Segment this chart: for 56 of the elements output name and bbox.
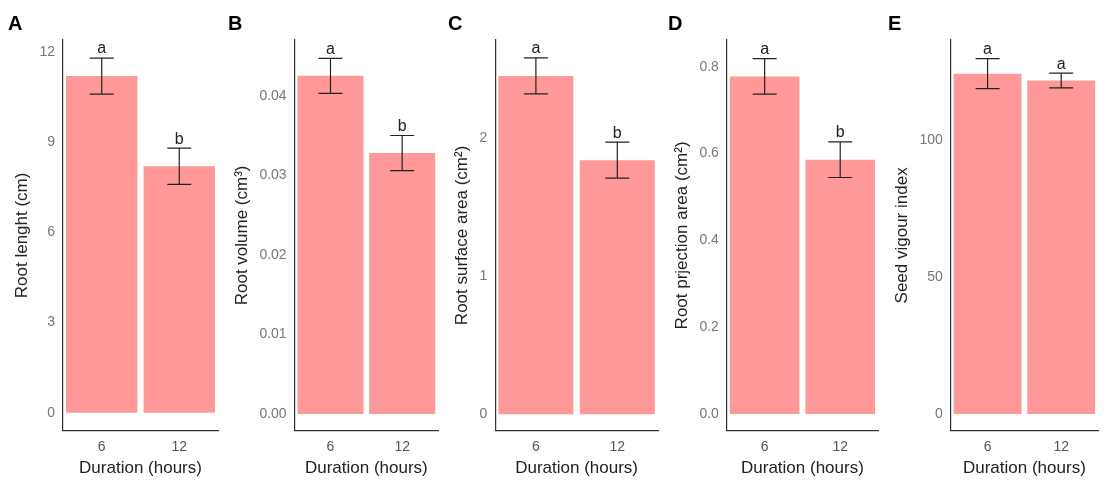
x-tick-label: 6 — [97, 438, 106, 455]
y-tick-label: 0.2 — [699, 318, 720, 334]
annotation: a — [97, 39, 107, 57]
annotation: b — [835, 123, 845, 141]
chart-title: E — [888, 11, 902, 34]
y-axis-title: Root volume (cm³) — [231, 165, 251, 306]
annotation: b — [612, 123, 622, 141]
y-tick-label: 0 — [47, 403, 56, 420]
y-tick-label: 0.8 — [699, 57, 720, 74]
annotation: b — [397, 116, 407, 134]
x-axis-title: Duration (hours) — [79, 458, 202, 478]
y-tick-label: 0.01 — [259, 325, 287, 342]
y-tick-label: 0.6 — [699, 144, 720, 161]
annotation: a — [326, 39, 336, 57]
x-tick-label: 12 — [171, 438, 188, 455]
y-tick-label: 9 — [47, 133, 56, 150]
y-axis-title: Seed vigour index — [891, 166, 911, 304]
y-tick-label: 3 — [47, 313, 56, 330]
annotation: b — [174, 129, 184, 147]
y-tick-label: 6 — [47, 223, 56, 240]
y-tick-label: 12 — [39, 42, 56, 59]
x-axis-title: Duration (hours) — [304, 458, 428, 478]
x-axis-title: Duration (hours) — [515, 458, 639, 478]
y-tick-label: 0.03 — [259, 166, 287, 183]
y-tick-label: 0.0 — [699, 404, 720, 421]
annotation: a — [760, 40, 770, 58]
y-tick-label: 0 — [934, 404, 943, 421]
chart-title: C — [448, 11, 463, 34]
chart-title: B — [228, 11, 243, 34]
x-tick-label: 6 — [531, 438, 540, 455]
x-tick-label: 6 — [760, 438, 769, 455]
annotation: a — [531, 39, 541, 57]
chart-title: D — [668, 11, 683, 34]
y-tick-label: 50 — [927, 268, 943, 285]
x-tick-label: 12 — [832, 438, 849, 455]
y-tick-label: 1 — [479, 267, 488, 283]
annotation: a — [1056, 54, 1066, 72]
x-axis-title: Duration (hours) — [741, 458, 864, 478]
x-tick-label: 12 — [609, 438, 626, 455]
x-axis-title: Duration (hours) — [962, 458, 1086, 478]
y-tick-label: 0.4 — [699, 231, 720, 248]
y-tick-label: 100 — [919, 131, 943, 148]
x-tick-label: 6 — [326, 438, 335, 455]
y-tick-label: 0 — [479, 405, 488, 422]
x-tick-label: 6 — [983, 438, 992, 455]
x-tick-label: 12 — [394, 438, 411, 455]
chart-title: A — [8, 11, 23, 34]
annotation: a — [983, 40, 993, 58]
y-tick-label: 0.04 — [259, 86, 287, 103]
y-tick-label: 0.00 — [259, 404, 287, 421]
y-tick-label: 2 — [479, 128, 488, 145]
x-tick-label: 12 — [1053, 438, 1070, 455]
y-tick-label: 0.02 — [259, 245, 287, 262]
y-axis-title: Root prjection area (cm²) — [671, 141, 691, 330]
y-axis-title: Root surface area (cm²) — [451, 145, 471, 326]
y-axis-title: Root lenght (cm) — [11, 172, 31, 299]
